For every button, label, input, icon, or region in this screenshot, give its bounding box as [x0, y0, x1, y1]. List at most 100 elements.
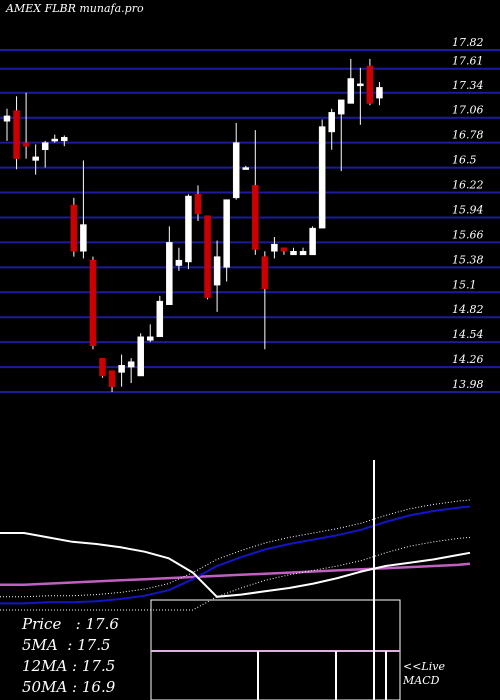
candle-body-12 [118, 365, 125, 373]
ma-band-upper [0, 499, 471, 598]
candle-21 [204, 215, 211, 300]
candle-body-21 [204, 215, 211, 298]
ma-slow-line [0, 562, 471, 586]
candle-body-7 [70, 204, 78, 252]
candle-19 [185, 194, 192, 270]
candle-12 [118, 354, 125, 387]
candle-body-5 [51, 138, 58, 142]
candle-body-1 [13, 110, 20, 159]
candle-26 [252, 130, 259, 255]
candle-22 [213, 240, 221, 312]
candle-20 [194, 185, 202, 221]
candle-body-27 [261, 256, 269, 289]
price-stat: Price : 17.6 [22, 615, 119, 633]
candle-34 [328, 108, 335, 150]
candle-body-26 [252, 185, 259, 250]
candle-body-34 [328, 112, 335, 133]
candle-9 [89, 256, 97, 350]
candle-body-28 [271, 243, 278, 252]
tick-label-12: 14.54 [452, 328, 484, 341]
candle-2 [22, 92, 30, 159]
candle-body-32 [309, 227, 316, 256]
candle-28 [271, 237, 278, 259]
candle-25 [242, 165, 249, 170]
tick-label-6: 16.22 [452, 179, 484, 192]
tick-label-9: 15.38 [452, 253, 484, 266]
tick-label-10: 15.1 [452, 278, 477, 291]
candle-36 [347, 58, 355, 104]
candle-18 [175, 247, 183, 271]
candle-body-39 [376, 87, 383, 99]
candle-16 [156, 295, 164, 338]
tick-label-14: 13.98 [452, 378, 484, 391]
candle-body-13 [127, 361, 135, 368]
candle-24 [232, 123, 240, 200]
candle-35 [338, 99, 345, 172]
candle-4 [41, 140, 49, 168]
candle-32 [309, 226, 316, 256]
candle-body-20 [194, 194, 202, 215]
candle-body-10 [99, 357, 106, 377]
candle-body-0 [3, 115, 11, 122]
candle-11 [108, 370, 116, 392]
live-label: <<Live [403, 660, 445, 673]
candle-31 [299, 247, 307, 256]
candle-10 [99, 357, 106, 378]
candle-body-23 [223, 199, 230, 268]
tick-label-3: 17.06 [452, 104, 484, 117]
ma5-stat: 5MA : 17.5 [22, 636, 111, 654]
tick-label-11: 14.82 [452, 303, 484, 316]
ma12-stat: 12MA : 17.5 [22, 657, 116, 675]
tick-label-13: 14.26 [452, 353, 484, 366]
candle-15 [147, 324, 154, 343]
tick-label-5: 16.5 [452, 154, 477, 167]
candle-6 [61, 135, 68, 147]
candle-body-14 [137, 336, 144, 377]
candle-body-35 [338, 99, 345, 115]
candle-body-2 [22, 142, 30, 147]
macd-panel [150, 460, 401, 700]
candle-7 [70, 197, 78, 257]
candle-body-24 [232, 142, 240, 199]
tick-label-8: 15.66 [452, 228, 484, 241]
candle-38 [366, 58, 374, 106]
candle-body-4 [41, 142, 49, 150]
candle-37 [357, 67, 364, 125]
candle-8 [80, 160, 87, 259]
ma-band-lower [0, 536, 471, 611]
candle-33 [318, 119, 326, 229]
candle-body-29 [280, 247, 288, 252]
ma-mid-line [0, 505, 471, 605]
candle-body-3 [32, 156, 39, 161]
tick-label-4: 16.78 [452, 129, 484, 142]
candle-body-16 [156, 300, 164, 338]
price-axis-labels: 17.82 17.61 17.34 17.06 16.78 16.5 16.22 15.94 1… [452, 36, 484, 391]
tick-label-1: 17.61 [452, 55, 484, 68]
candle-1 [13, 96, 20, 170]
candle-body-17 [166, 242, 173, 305]
candle-body-37 [357, 83, 364, 87]
candle-body-19 [185, 195, 192, 263]
candle-5 [51, 134, 58, 143]
stats-box: Price : 17.6 5MA : 17.5 12MA : 17.5 50MA… [22, 614, 119, 698]
candle-body-38 [366, 65, 374, 104]
candle-27 [261, 251, 269, 350]
candle-39 [376, 82, 383, 106]
candle-body-18 [175, 259, 183, 266]
candle-23 [223, 199, 230, 282]
candle-body-6 [61, 137, 68, 142]
tick-label-2: 17.34 [452, 79, 484, 92]
candle-0 [3, 108, 11, 141]
candle-13 [127, 358, 135, 384]
live-macd-label: <<Live MACD [403, 660, 445, 688]
macd-label: MACD [403, 674, 440, 687]
candle-body-36 [347, 78, 355, 104]
candle-body-31 [299, 251, 307, 256]
tick-label-7: 15.94 [452, 203, 484, 216]
ma50-stat: 50MA : 16.9 [22, 678, 116, 696]
candle-17 [166, 226, 173, 305]
candle-body-9 [89, 259, 97, 346]
indicator-panel [0, 499, 471, 611]
candle-body-25 [242, 167, 249, 170]
